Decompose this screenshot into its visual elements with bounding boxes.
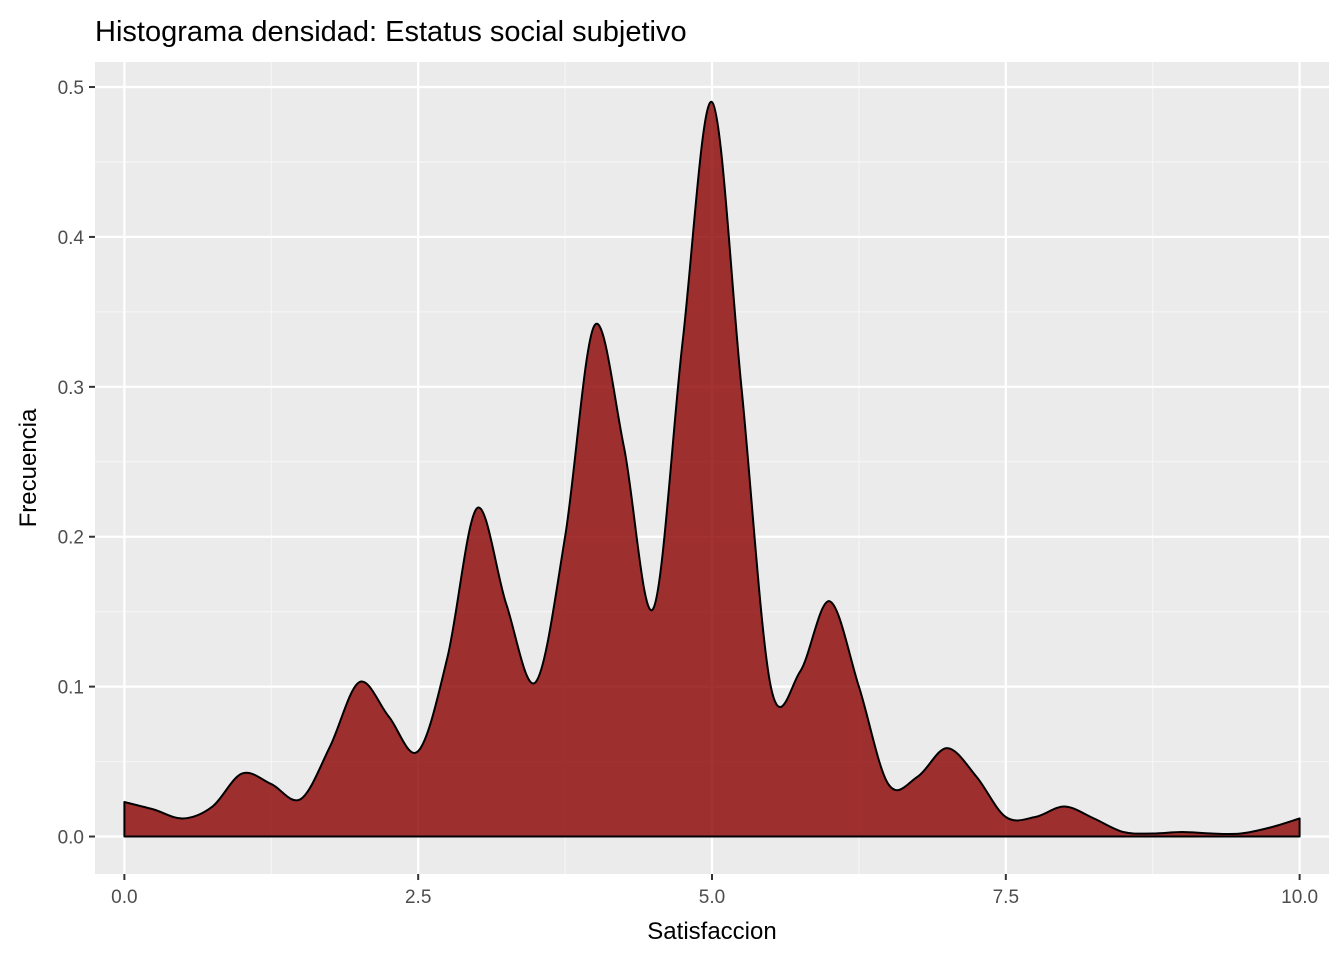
y-tick-label: 0.0 (58, 828, 84, 849)
x-tick-label: 7.5 (993, 887, 1019, 908)
x-tick-label: 0.0 (111, 887, 137, 908)
chart-title: Histograma densidad: Estatus social subj… (95, 16, 687, 48)
y-tick-label: 0.1 (58, 678, 84, 699)
x-tick-label: 10.0 (1281, 887, 1318, 908)
y-tick-label: 0.2 (58, 528, 84, 549)
x-axis-label: Satisfaccion (647, 918, 776, 945)
y-tick-label: 0.3 (58, 378, 84, 399)
x-tick-label: 2.5 (405, 887, 431, 908)
y-tick-label: 0.5 (58, 78, 84, 99)
y-axis: 0.0 0.1 0.2 0.3 0.4 0.5 (58, 78, 95, 849)
x-axis: 0.0 2.5 5.0 7.5 10.0 (111, 874, 1318, 908)
y-tick-label: 0.4 (58, 228, 85, 249)
x-tick-label: 5.0 (699, 887, 725, 908)
density-area (123, 100, 1301, 838)
y-axis-label: Frecuencia (15, 408, 42, 527)
